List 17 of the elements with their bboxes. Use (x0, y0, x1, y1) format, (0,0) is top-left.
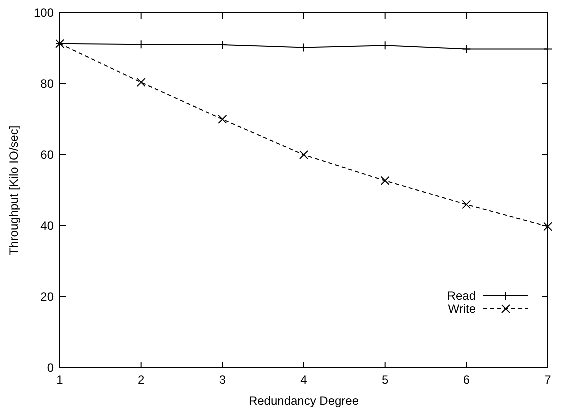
x-tick-label: 6 (463, 373, 470, 387)
x-axis-title: Redundancy Degree (248, 394, 360, 408)
y-tick-label: 80 (40, 77, 54, 91)
y-tick-label: 20 (40, 290, 54, 304)
y-tick-label: 0 (47, 361, 54, 375)
y-tick-label: 60 (40, 148, 54, 162)
legend-label: Read (447, 289, 476, 303)
y-tick-label: 40 (40, 219, 54, 233)
x-tick-label: 4 (300, 373, 308, 387)
x-tick-label: 5 (382, 373, 389, 387)
x-tick-label: 3 (219, 373, 226, 387)
x-tick-label: 7 (544, 373, 552, 387)
y-axis-title: Throughput [Kilo IO/sec] (7, 126, 21, 256)
x-tick-label: 1 (56, 373, 64, 387)
legend-label: Write (448, 302, 476, 316)
x-tick-label: 2 (138, 373, 145, 387)
y-tick-label: 100 (34, 6, 54, 20)
